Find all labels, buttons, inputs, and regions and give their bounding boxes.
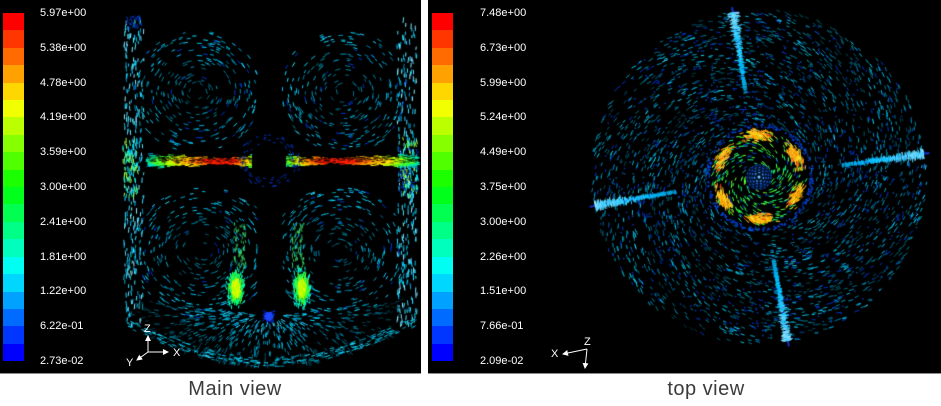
main-axis-triad: Z X Y (126, 323, 181, 369)
colorbar-band (432, 326, 453, 344)
colorbar-band (432, 187, 453, 205)
colorbar-band (432, 13, 453, 31)
colorbar-band (432, 256, 453, 275)
colorbar-band (3, 326, 24, 344)
colorbar-band (3, 152, 24, 170)
main-view-caption: Main view (188, 378, 282, 400)
colorbar-band (3, 239, 24, 257)
colorbar-band (432, 30, 453, 48)
colorbar-band (3, 65, 24, 83)
colorbar-band (3, 30, 24, 48)
colorbar-band (3, 134, 24, 153)
colorbar-band (3, 204, 24, 222)
top-view-vector-field (428, 0, 941, 373)
colorbar-band (432, 134, 453, 153)
x-axis-label: X (173, 347, 181, 359)
x-axis-label: X (551, 348, 559, 360)
colorbar-band (3, 169, 24, 188)
colorbar-band (3, 308, 24, 327)
top-axis-triad: X Z (551, 336, 591, 369)
y-axis-label: Y (126, 357, 134, 369)
colorbar-band (3, 100, 24, 118)
colorbar-band (432, 152, 453, 170)
colorbar-band (3, 274, 24, 292)
colorbar-band (432, 65, 453, 83)
colorbar-band (3, 256, 24, 275)
colorbar-band (3, 117, 24, 135)
colorbar-band (3, 221, 24, 240)
colorbar-band (432, 82, 453, 101)
y-axis-arrow (136, 351, 149, 361)
z-axis-label: Z (584, 336, 591, 348)
colorbar-band (432, 169, 453, 188)
colorbar-band (432, 117, 453, 135)
main-colorbar (3, 13, 24, 362)
top-view-panel: 7.48e+00 6.73e+00 5.99e+00 5.24e+00 4.49e+00… (428, 0, 941, 374)
colorbar-band (432, 239, 453, 257)
colorbar-band (432, 274, 453, 292)
colorbar-band (3, 343, 24, 362)
colorbar-band (432, 291, 453, 309)
colorbar-band (432, 100, 453, 118)
colorbar-band (432, 343, 453, 362)
colorbar-band (3, 291, 24, 309)
colorbar-band (432, 221, 453, 240)
colorbar-band (432, 308, 453, 327)
colorbar-band (3, 187, 24, 205)
colorbar-band (432, 204, 453, 222)
colorbar-band (3, 13, 24, 31)
z-axis-label: Z (144, 323, 151, 335)
colorbar-band (3, 47, 24, 66)
colorbar-band (3, 82, 24, 101)
main-view-vector-field (0, 0, 421, 373)
main-view-panel: 5.97e+00 5.38e+00 4.78e+00 4.19e+00 3.59e+00… (0, 0, 421, 374)
top-view-caption: top view (667, 378, 745, 400)
colorbar-band (432, 47, 453, 66)
down-axis-arrow (582, 348, 589, 369)
x-axis-arrow (562, 348, 588, 356)
top-colorbar (432, 13, 453, 362)
